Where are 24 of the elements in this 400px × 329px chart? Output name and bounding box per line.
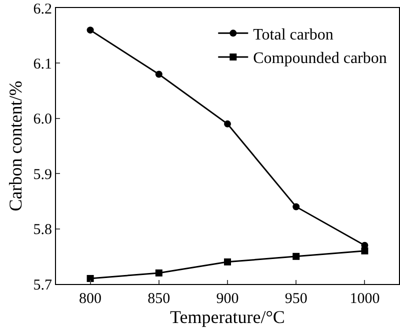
y-tick-label: 5.8	[33, 222, 52, 238]
point	[155, 269, 162, 276]
point	[86, 26, 94, 34]
x-tick-label: 800	[79, 291, 102, 307]
point	[361, 247, 368, 254]
point	[292, 203, 300, 210]
y-tick-label: 6.2	[33, 1, 52, 18]
x-tick-label: 950	[284, 291, 308, 307]
point	[224, 258, 231, 266]
point	[155, 70, 162, 78]
y-axis-title: Carbon content/%	[5, 80, 26, 212]
point	[224, 120, 231, 128]
point	[86, 274, 94, 282]
legend-label: Compounded carbon	[253, 50, 387, 68]
y-tick-label: 5.7	[33, 277, 52, 294]
x-tick-label: 850	[148, 291, 170, 307]
y-tick-label: 6.1	[33, 56, 52, 72]
y-tick-label: 5.9	[33, 166, 52, 183]
point	[292, 252, 300, 260]
x-tick-label: 1000	[350, 291, 380, 307]
y-tick-label: 6.0	[33, 112, 52, 128]
x-axis-title: Temperature/°C	[170, 307, 285, 328]
x-tick-label: 900	[216, 291, 239, 307]
legend-label: Total carbon	[253, 26, 334, 44]
